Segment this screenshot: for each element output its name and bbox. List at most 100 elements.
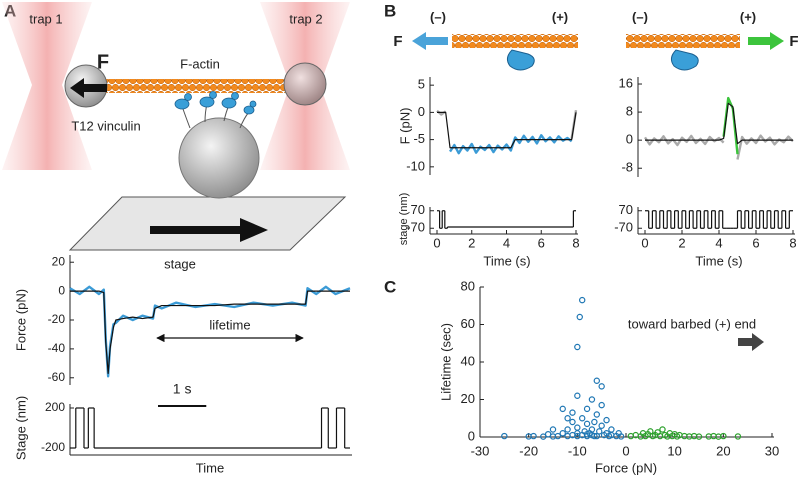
trace bbox=[645, 102, 793, 145]
vinculin bbox=[174, 91, 257, 115]
data-point bbox=[596, 428, 603, 435]
y-tick-label: 0 bbox=[58, 283, 65, 297]
data-point bbox=[569, 409, 576, 416]
data-point bbox=[647, 428, 654, 435]
y-axis-label: F (pN) bbox=[397, 108, 412, 145]
data-point bbox=[579, 415, 586, 422]
stage-plane bbox=[68, 196, 347, 251]
x-tick-label: -30 bbox=[471, 443, 490, 458]
end-label: (+) bbox=[740, 9, 756, 24]
x-tick-label: 0 bbox=[433, 235, 440, 250]
data-point bbox=[569, 418, 576, 426]
force-arrow bbox=[412, 32, 448, 50]
y-axis-label: Lifetime (sec) bbox=[438, 323, 453, 401]
force-label: F bbox=[789, 33, 798, 50]
data-point bbox=[695, 433, 703, 440]
annotation: lifetime bbox=[209, 317, 250, 332]
trap-label: trap 2 bbox=[289, 11, 322, 26]
force-label: F bbox=[97, 51, 109, 73]
force-arrow bbox=[70, 78, 107, 98]
x-axis-label: Force (pN) bbox=[595, 460, 657, 475]
actin-filament bbox=[452, 34, 578, 48]
data-point bbox=[659, 426, 666, 433]
end-label: (+) bbox=[552, 9, 568, 24]
x-tick-label: 6 bbox=[538, 235, 545, 250]
y-tick-label: 8 bbox=[626, 104, 633, 119]
y-tick-label: 16 bbox=[619, 75, 633, 90]
x-tick-label: 8 bbox=[789, 235, 796, 250]
data-point bbox=[501, 432, 508, 440]
data-point bbox=[617, 433, 625, 440]
y-axis-label: stage (nm) bbox=[398, 193, 410, 246]
data-point bbox=[720, 432, 727, 440]
panel-label: B bbox=[384, 1, 396, 20]
y-tick-label: 70 bbox=[619, 202, 633, 217]
trace bbox=[643, 134, 794, 160]
data-point bbox=[564, 426, 571, 433]
data-point bbox=[598, 383, 605, 390]
trace bbox=[436, 109, 578, 139]
data-point bbox=[574, 343, 581, 351]
stage-label: stage bbox=[164, 256, 196, 271]
data-point bbox=[564, 415, 571, 422]
vinculin bbox=[670, 49, 699, 71]
y-tick-label: -40 bbox=[48, 341, 66, 355]
trace bbox=[70, 290, 350, 375]
data-point bbox=[554, 432, 562, 440]
data-point bbox=[559, 430, 566, 437]
data-point bbox=[583, 420, 591, 428]
y-tick-label: 40 bbox=[461, 353, 475, 368]
data-point bbox=[593, 432, 601, 440]
data-point bbox=[583, 430, 591, 438]
vinculin-label: T12 vinculin bbox=[71, 118, 140, 133]
x-axis-label: Time (s) bbox=[695, 253, 742, 268]
trap-label: trap 1 bbox=[29, 11, 62, 26]
x-tick-label: 20 bbox=[716, 443, 730, 458]
schematic-a: trap 1 trap 2 F F-actin T12 vinculin sta… bbox=[2, 2, 350, 271]
schematic-b-right: (–) (+) F bbox=[626, 9, 799, 71]
y-tick-label: -60 bbox=[48, 370, 66, 384]
data-point bbox=[598, 422, 605, 429]
x-axis-label: Time bbox=[196, 460, 224, 475]
stage-arrow bbox=[150, 218, 268, 242]
x-tick-label: 0 bbox=[622, 443, 629, 458]
data-point bbox=[559, 405, 566, 413]
x-tick-label: 8 bbox=[572, 235, 579, 250]
x-axis-label: Time (s) bbox=[483, 253, 530, 268]
data-point bbox=[591, 432, 598, 440]
y-tick-label: 70 bbox=[411, 202, 425, 217]
y-tick-label: 200 bbox=[45, 400, 65, 414]
y-tick-label: -20 bbox=[48, 312, 66, 326]
x-tick-label: -10 bbox=[568, 443, 587, 458]
y-tick-label: -5 bbox=[413, 131, 425, 146]
data-point bbox=[579, 296, 586, 304]
y-tick-label: 20 bbox=[52, 254, 66, 268]
data-point bbox=[591, 418, 598, 426]
x-tick-label: 2 bbox=[678, 235, 685, 250]
trace bbox=[437, 111, 577, 149]
data-point bbox=[576, 313, 583, 321]
data-point bbox=[583, 405, 591, 413]
y-tick-label: 20 bbox=[461, 391, 475, 406]
force-label: F bbox=[393, 33, 402, 50]
data-point bbox=[574, 424, 581, 431]
surface-bead bbox=[178, 117, 260, 199]
trap-bead bbox=[283, 62, 327, 106]
y-tick-label: 80 bbox=[461, 278, 475, 293]
data-point bbox=[549, 426, 557, 433]
y-tick-label: 0 bbox=[626, 132, 633, 147]
data-point bbox=[530, 432, 537, 440]
annotation: toward barbed (+) end bbox=[628, 316, 756, 331]
data-point bbox=[593, 411, 601, 418]
direction-arrow bbox=[738, 333, 764, 351]
data-point bbox=[608, 426, 615, 433]
y-tick-label: 0 bbox=[418, 104, 425, 119]
y-tick-label: 60 bbox=[461, 316, 475, 331]
actin-filament bbox=[100, 79, 295, 93]
x-tick-label: 4 bbox=[503, 235, 510, 250]
data-point bbox=[734, 433, 742, 440]
y-tick-label: 0 bbox=[468, 428, 475, 443]
x-tick-label: 0 bbox=[641, 235, 648, 250]
y-tick-label: -8 bbox=[621, 160, 633, 175]
